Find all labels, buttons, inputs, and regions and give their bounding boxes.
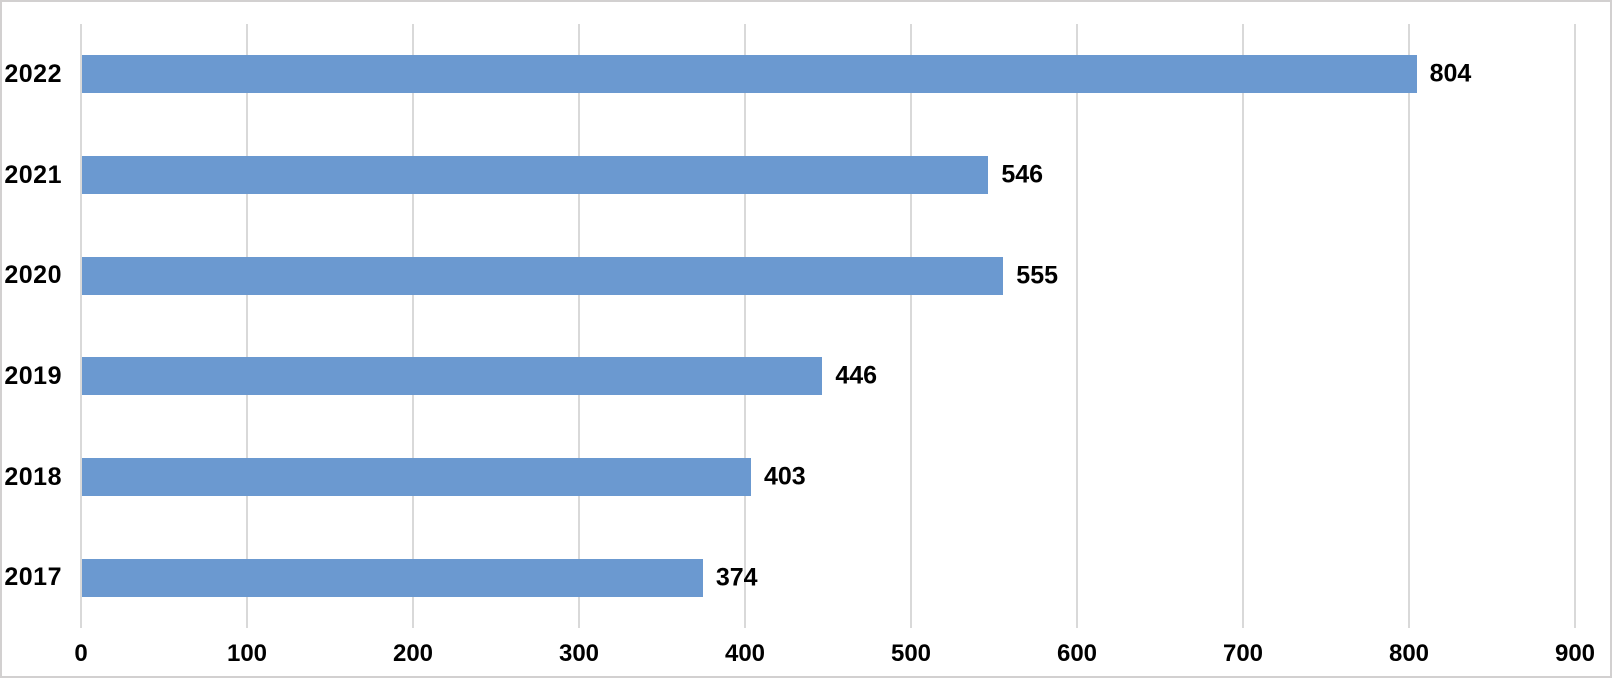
gridline bbox=[744, 24, 746, 628]
bar bbox=[82, 156, 989, 194]
gridline bbox=[578, 24, 580, 628]
bar bbox=[82, 558, 703, 597]
x-axis-tick-label: 900 bbox=[1554, 640, 1596, 667]
x-axis-tick-label: 0 bbox=[74, 640, 88, 667]
category-label: 2022 bbox=[4, 59, 62, 88]
gridline bbox=[1574, 24, 1576, 628]
bar-row: 2017 374 bbox=[2, 527, 1610, 628]
bar-row: 2018 403 bbox=[2, 427, 1610, 528]
category-label: 2017 bbox=[4, 563, 62, 592]
value-label: 555 bbox=[1016, 261, 1059, 290]
x-axis-tick-label: 100 bbox=[226, 640, 268, 667]
gridline bbox=[1242, 24, 1244, 628]
x-axis-tick-label: 800 bbox=[1388, 640, 1430, 667]
bar-row: 2020 555 bbox=[2, 225, 1610, 326]
category-label: 2018 bbox=[4, 462, 62, 491]
value-label: 804 bbox=[1429, 59, 1472, 88]
gridline bbox=[910, 24, 912, 628]
bar-row: 2022 804 bbox=[2, 24, 1610, 125]
gridline bbox=[246, 24, 248, 628]
value-label: 446 bbox=[835, 361, 878, 390]
bar-row: 2019 446 bbox=[2, 326, 1610, 427]
bar bbox=[82, 458, 751, 497]
x-axis-tick-label: 600 bbox=[1056, 640, 1098, 667]
x-axis-tick-label: 400 bbox=[724, 640, 766, 667]
gridline bbox=[80, 24, 82, 628]
value-label: 374 bbox=[715, 563, 758, 592]
plot-area: 2022 804 2021 546 2020 555 2019 446 2018 403 2017 3… bbox=[2, 24, 1610, 628]
x-axis-tick-label: 300 bbox=[558, 640, 600, 667]
x-axis-tick-label: 500 bbox=[890, 640, 932, 667]
x-axis-tick-label: 700 bbox=[1222, 640, 1264, 667]
category-label: 2021 bbox=[4, 160, 62, 189]
value-label: 546 bbox=[1001, 160, 1044, 189]
category-label: 2020 bbox=[4, 261, 62, 290]
category-label: 2019 bbox=[4, 361, 62, 390]
gridline bbox=[412, 24, 414, 628]
gridline bbox=[1076, 24, 1078, 628]
bar bbox=[82, 256, 1004, 295]
gridline bbox=[1408, 24, 1410, 628]
bar-row: 2021 546 bbox=[2, 125, 1610, 226]
bar bbox=[82, 357, 823, 396]
bar bbox=[82, 55, 1417, 94]
value-label: 403 bbox=[763, 462, 806, 491]
x-axis-tick-label: 200 bbox=[392, 640, 434, 667]
